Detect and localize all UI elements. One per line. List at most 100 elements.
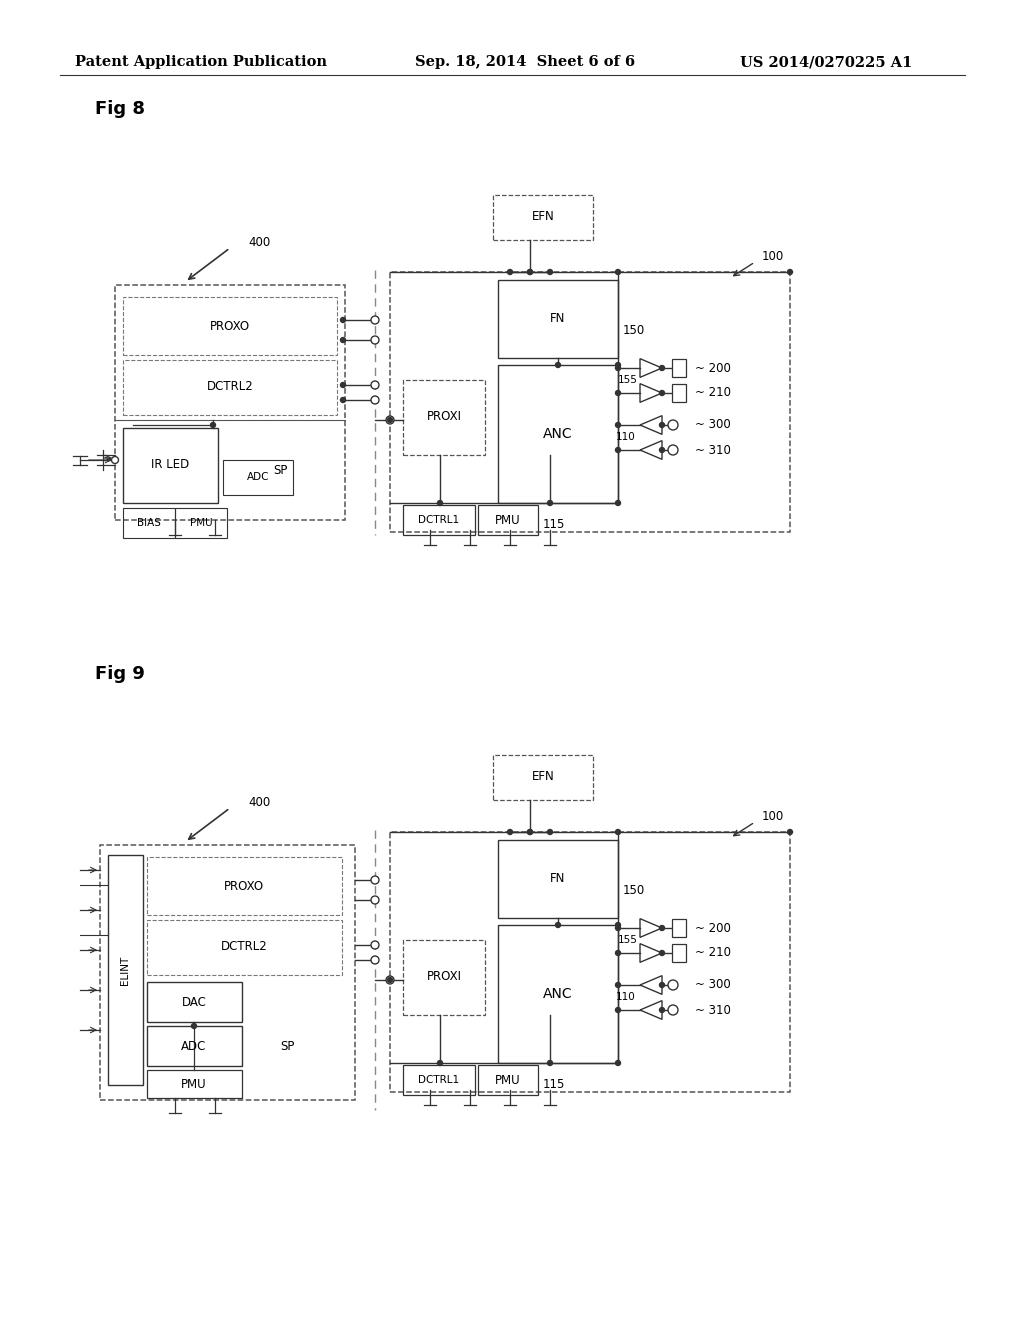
Text: ANC: ANC [543,426,572,441]
Text: FN: FN [550,873,565,886]
Bar [147,857,342,915]
Bar [498,280,618,358]
Circle shape [787,829,793,834]
Text: ~ 210: ~ 210 [695,946,731,960]
Circle shape [659,925,665,931]
Circle shape [371,941,379,949]
Text: 155: 155 [618,935,638,945]
Text: ~ 300: ~ 300 [695,978,731,991]
Text: SP: SP [272,463,287,477]
Circle shape [371,896,379,904]
Circle shape [527,829,532,834]
Circle shape [659,422,665,428]
Circle shape [615,269,621,275]
Text: US 2014/0270225 A1: US 2014/0270225 A1 [740,55,912,69]
Bar [403,940,485,1015]
Text: 400: 400 [248,796,270,808]
Text: DCTRL2: DCTRL2 [220,940,267,953]
Circle shape [615,391,621,396]
Circle shape [615,366,621,371]
Circle shape [371,396,379,404]
Circle shape [371,876,379,884]
Text: DAC: DAC [181,995,207,1008]
Circle shape [527,269,532,275]
Text: 110: 110 [616,993,636,1002]
Text: 115: 115 [543,519,565,532]
Circle shape [615,500,621,506]
Circle shape [615,422,621,428]
Circle shape [387,417,392,422]
Circle shape [508,269,512,275]
Text: ~ 210: ~ 210 [695,387,731,400]
Circle shape [615,1060,621,1065]
Circle shape [659,950,665,956]
Circle shape [371,337,379,345]
Text: ~ 310: ~ 310 [695,444,731,457]
Bar [390,272,790,532]
Circle shape [386,975,394,983]
Bar [403,380,485,455]
Bar [498,840,618,917]
Text: ELINT: ELINT [120,956,130,985]
Bar [403,506,475,535]
Bar [108,855,143,1085]
Circle shape [341,318,345,322]
Text: ANC: ANC [543,987,572,1001]
Text: 100: 100 [762,809,784,822]
Bar [147,920,342,975]
Bar [493,755,593,800]
Bar [123,428,218,503]
Bar [100,845,355,1100]
Bar [672,944,686,962]
Bar [672,919,686,937]
Circle shape [787,269,793,275]
Bar [672,359,686,378]
Bar [498,366,618,503]
Circle shape [386,416,394,424]
Circle shape [341,383,345,388]
Text: 150: 150 [623,323,645,337]
Text: ~ 310: ~ 310 [695,1003,731,1016]
Circle shape [548,829,553,834]
Text: PROXI: PROXI [427,411,462,424]
Text: PROXO: PROXO [210,319,250,333]
Bar [478,1065,538,1096]
Text: DCTRL1: DCTRL1 [419,1074,460,1085]
Text: SP: SP [280,1040,294,1053]
Circle shape [659,391,665,396]
Text: 400: 400 [248,235,270,248]
Circle shape [615,950,621,956]
Text: BIAS: BIAS [137,517,161,528]
Circle shape [341,338,345,342]
Text: ~ 300: ~ 300 [695,418,731,432]
Circle shape [508,829,512,834]
Text: Fig 9: Fig 9 [95,665,144,682]
Text: PMU: PMU [496,1073,521,1086]
Circle shape [615,982,621,987]
Circle shape [555,363,560,367]
Circle shape [548,269,553,275]
Circle shape [112,457,119,463]
Circle shape [615,363,621,367]
Bar [403,1065,475,1096]
Circle shape [527,829,532,834]
Circle shape [659,447,665,453]
Text: Sep. 18, 2014  Sheet 6 of 6: Sep. 18, 2014 Sheet 6 of 6 [415,55,635,69]
Circle shape [615,447,621,453]
Circle shape [341,397,345,403]
Bar [123,360,337,414]
Circle shape [371,315,379,323]
Bar [175,508,227,539]
Text: PMU: PMU [181,1077,207,1090]
Circle shape [387,978,392,982]
Circle shape [615,829,621,834]
Circle shape [371,956,379,964]
Text: IR LED: IR LED [151,458,189,471]
Text: 110: 110 [616,432,636,442]
Bar [223,459,293,495]
Text: DCTRL1: DCTRL1 [419,515,460,525]
Circle shape [437,500,442,506]
Text: 115: 115 [543,1078,565,1092]
Text: ~ 200: ~ 200 [695,362,731,375]
Circle shape [555,923,560,928]
